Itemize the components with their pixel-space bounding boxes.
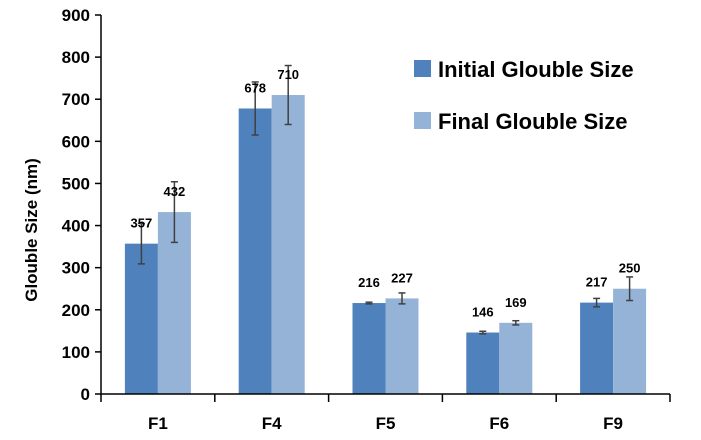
bar-F4-initial (238, 108, 272, 394)
x-category-label: F6 (489, 414, 509, 433)
y-axis-title: Glouble Size (nm) (22, 158, 41, 302)
legend-label: Initial Glouble Size (438, 57, 634, 82)
x-category-label: F9 (603, 414, 623, 433)
y-tick-label: 300 (62, 259, 90, 278)
bar-F9-initial (580, 302, 614, 394)
y-tick-label: 200 (62, 301, 90, 320)
data-label: 216 (358, 275, 380, 290)
x-category-label: F1 (148, 414, 168, 433)
y-tick-label: 0 (81, 385, 90, 404)
legend-swatch (414, 112, 431, 129)
bars (124, 95, 647, 394)
data-label: 227 (391, 270, 413, 285)
y-tick-label: 700 (62, 90, 90, 109)
bar-F6-initial (466, 332, 500, 394)
bar-F5-final (385, 298, 419, 394)
data-label: 678 (244, 80, 266, 95)
data-label: 357 (131, 216, 153, 231)
x-category-label: F5 (376, 414, 396, 433)
x-axis-ticks: F1 F4 F5 F6 F9 (100, 394, 671, 433)
bar-F6-final (499, 322, 533, 394)
x-category-label: F4 (262, 414, 282, 433)
error-bars (137, 64, 634, 335)
bar-F9-final (613, 288, 647, 394)
data-label: 432 (164, 184, 186, 199)
data-label: 250 (619, 261, 641, 276)
y-tick-label: 600 (62, 132, 90, 151)
legend: Initial Glouble Size Final Glouble Size (414, 57, 634, 134)
y-axis-ticks: 0 100 200 300 400 500 600 700 800 900 (62, 6, 101, 404)
legend-label: Final Glouble Size (438, 109, 627, 134)
y-tick-label: 800 (62, 48, 90, 67)
data-labels: 357 678 216 146 217 432 710 227 169 250 (131, 67, 641, 320)
bar-F4-final (271, 95, 305, 394)
data-label: 146 (472, 305, 494, 320)
data-label: 710 (277, 67, 299, 82)
y-tick-label: 900 (62, 6, 90, 25)
y-tick-label: 500 (62, 174, 90, 193)
data-label: 169 (505, 295, 527, 310)
legend-swatch (414, 60, 431, 77)
bar-F1-initial (124, 243, 158, 394)
y-tick-label: 100 (62, 343, 90, 362)
y-tick-label: 400 (62, 217, 90, 236)
bar-F5-initial (352, 303, 386, 394)
data-label: 217 (586, 275, 608, 290)
